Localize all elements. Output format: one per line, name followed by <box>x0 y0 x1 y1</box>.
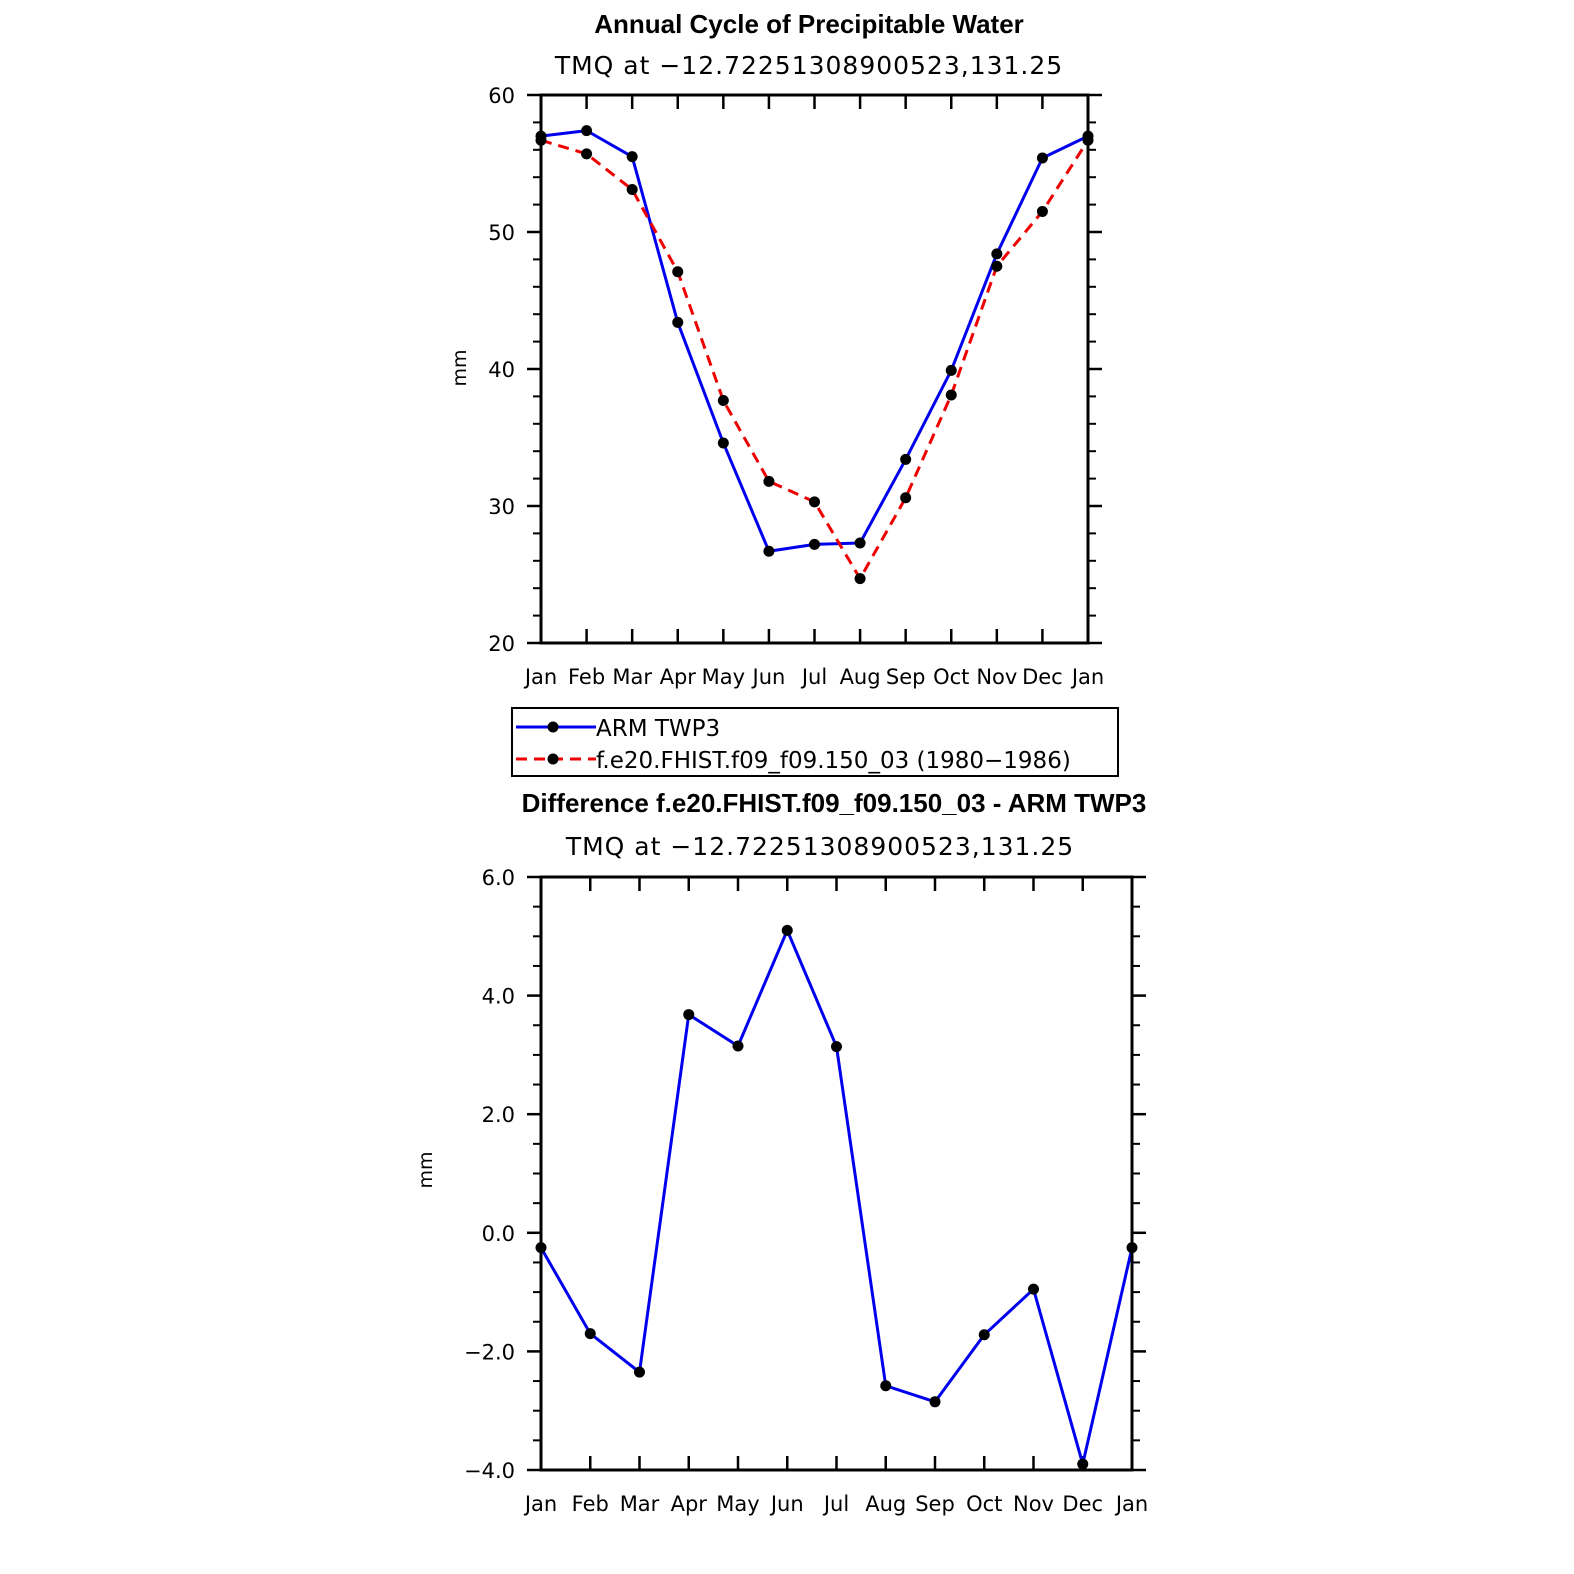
chart1-series-0-point <box>900 453 912 465</box>
chart2-xtick-label: Sep <box>915 1492 955 1516</box>
chart1-xtick-label: Nov <box>976 665 1017 689</box>
chart1-ytick-label: 40 <box>488 358 515 382</box>
chart1-ytick-label: 30 <box>488 495 515 519</box>
chart1-series-0-line <box>540 129 1089 553</box>
chart2-xtick-label: Jan <box>523 1492 557 1516</box>
chart2-plot-frame <box>539 875 1134 1472</box>
chart1-title: Annual Cycle of Precipitable Water <box>594 9 1024 39</box>
chart1-series-1-point <box>717 395 729 407</box>
chart1-xtick-label: Apr <box>660 665 697 689</box>
chart1-series-0-point <box>626 151 638 163</box>
chart1-series-1-point <box>763 475 775 487</box>
chart1-series-0-point <box>1036 152 1048 164</box>
chart1-series-0-point <box>581 125 593 137</box>
chart2-xtick-label: Nov <box>1013 1492 1054 1516</box>
chart2-series-0-point <box>634 1366 645 1378</box>
chart1-plot-frame <box>539 93 1090 645</box>
chart2-subtitle: TMQ at −12.72251308900523,131.25 <box>565 832 1074 861</box>
chart1-series-1-point <box>672 266 684 278</box>
chart2-xtick-label: Mar <box>620 1492 660 1516</box>
chart1-series-1-point <box>991 260 1003 272</box>
chart1-series-1-point <box>626 184 638 196</box>
chart1-series-1-point <box>809 496 820 508</box>
chart2-xtick-label: Aug <box>865 1492 906 1516</box>
chart2-series-0-point <box>880 1380 892 1392</box>
chart2-series-0-point <box>929 1396 941 1408</box>
chart2-series-0-point <box>732 1040 744 1052</box>
chart2-xtick-label: Dec <box>1062 1492 1103 1516</box>
chart1-subtitle: TMQ at −12.72251308900523,131.25 <box>554 51 1063 80</box>
chart1-legend: ARM TWP3 f.e20.FHIST.f09_f09.150_03 (198… <box>511 707 1119 777</box>
chart1-xtick-label: Jan <box>1070 665 1104 689</box>
chart1-series-1-point <box>900 492 912 504</box>
chart1-series-1-point <box>581 148 593 160</box>
chart1-xtick-label: Jun <box>751 665 786 689</box>
chart2-xtick-label: Feb <box>572 1492 609 1516</box>
chart1-series-0-point <box>945 364 957 376</box>
chart1-series-1-point <box>854 573 866 585</box>
chart2-ytick-label: 4.0 <box>482 985 515 1009</box>
chart1-series-1-point <box>945 389 957 401</box>
chart1-series-1-point <box>1036 205 1048 217</box>
chart1-xtick-label: May <box>702 665 745 689</box>
chart1-xtick-label: Jan <box>523 665 557 689</box>
legend-label-arm: ARM TWP3 <box>596 716 720 742</box>
chart1-xtick-label: Mar <box>612 665 652 689</box>
chart1-xtick-label: Oct <box>933 665 969 689</box>
difference-chart: Difference f.e20.FHIST.f09_f09.150_03 - … <box>415 788 1148 1516</box>
chart2-series-0-point <box>1028 1283 1039 1295</box>
chart1-ytick-label: 60 <box>488 84 515 108</box>
chart2-series-0-line <box>539 928 1134 1466</box>
legend-box <box>511 707 1119 777</box>
chart1-series-1-line <box>540 138 1090 581</box>
chart1-series-0-point <box>717 437 729 449</box>
chart2-xtick-label: Oct <box>966 1492 1002 1516</box>
chart2-ytick-label: 6.0 <box>482 866 515 890</box>
chart2-series-0-point <box>584 1328 596 1340</box>
legend-marker-arm <box>547 721 559 733</box>
chart1-ytick-label: 50 <box>488 221 515 245</box>
chart2-ylabel: mm <box>415 1151 437 1188</box>
chart2-ytick-label: −2.0 <box>464 1340 515 1364</box>
chart2-ytick-label: 2.0 <box>482 1103 515 1127</box>
annual-cycle-chart: Annual Cycle of Precipitable Water TMQ a… <box>449 9 1104 689</box>
chart1-series-0-point <box>763 545 775 557</box>
chart1-series-0-point <box>809 538 820 550</box>
chart2-series-0-point <box>978 1329 990 1341</box>
chart2-xtick-label: May <box>716 1492 759 1516</box>
chart2-title: Difference f.e20.FHIST.f09_f09.150_03 - … <box>522 788 1147 818</box>
chart1-xtick-label: Jul <box>800 665 827 689</box>
chart2-xtick-label: Jan <box>1114 1492 1148 1516</box>
chart1-series-0-point <box>854 537 866 549</box>
chart1-ytick-label: 20 <box>488 632 515 656</box>
chart2-xtick-label: Jun <box>769 1492 804 1516</box>
chart2-xtick-label: Jul <box>822 1492 849 1516</box>
legend-label-model: f.e20.FHIST.f09_f09.150_03 (1980−1986) <box>596 748 1071 774</box>
chart1-xtick-label: Sep <box>886 665 926 689</box>
chart1-series-0-point <box>672 316 684 328</box>
chart1-xtick-label: Feb <box>568 665 605 689</box>
chart1-xtick-label: Dec <box>1022 665 1063 689</box>
chart2-xtick-label: Apr <box>671 1492 708 1516</box>
chart2-series-0-point <box>1077 1458 1089 1470</box>
chart2-series-0-point <box>781 924 793 936</box>
chart2-ytick-label: 0.0 <box>482 1222 515 1246</box>
chart1-series-0-point <box>991 248 1003 260</box>
legend-marker-model <box>547 753 559 765</box>
chart2-series-0-point <box>683 1009 695 1021</box>
chart1-ylabel: mm <box>449 349 471 386</box>
chart2-ytick-label: −4.0 <box>464 1459 515 1483</box>
chart2-series-0-point <box>831 1041 842 1053</box>
chart1-xtick-label: Aug <box>840 665 881 689</box>
